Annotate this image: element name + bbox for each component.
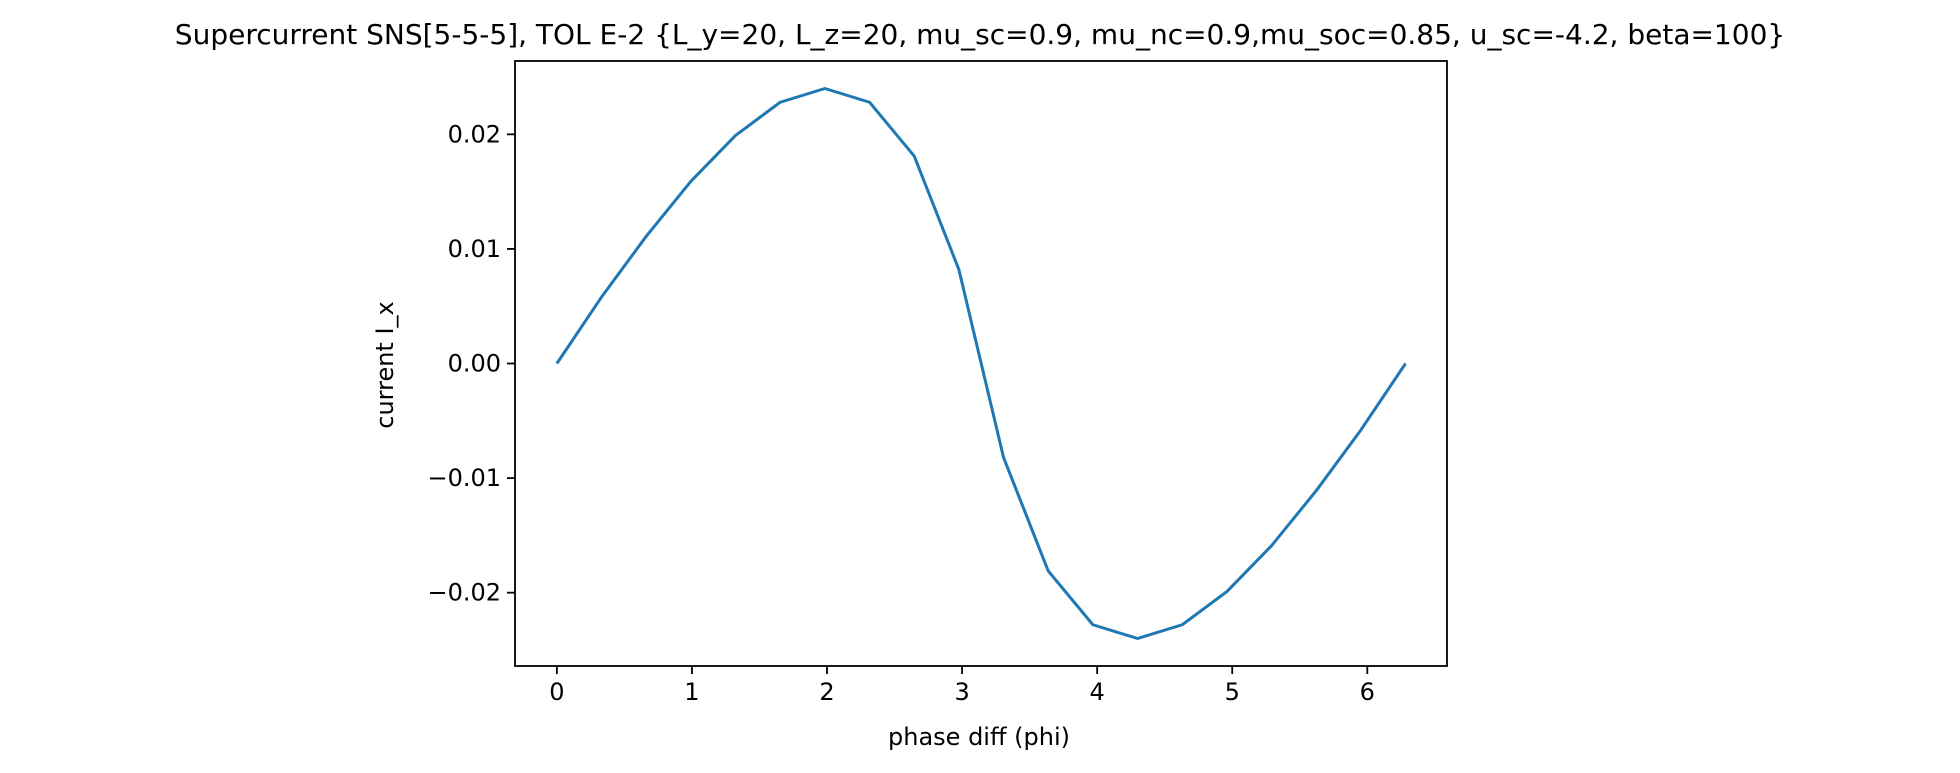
x-tick-label: 1 [684,678,699,706]
y-tick-label: −0.01 [427,464,501,492]
x-tick-label: 0 [549,678,564,706]
series-line-0 [555,87,1407,640]
x-tick-label: 4 [1090,678,1105,706]
y-tick-label: 0.00 [448,350,501,378]
x-tick-label: 6 [1360,678,1375,706]
y-tick-label: 0.02 [448,120,501,148]
x-tick-label: 5 [1225,678,1240,706]
x-axis-label: phase diff (phi) [888,723,1070,751]
y-tick-label: −0.02 [427,579,501,607]
x-axis-ticks: 0 1 2 3 4 5 6 [549,666,1375,706]
chart-title: Supercurrent SNS[5-5-5], TOL E-2 {L_y=20… [175,18,1785,51]
x-tick-label: 3 [954,678,969,706]
plot-area [514,60,1448,667]
y-tick-label: 0.01 [448,235,501,263]
y-axis-label: current I_x [371,301,399,429]
y-axis-ticks: 0.02 0.01 0.00 −0.01 −0.02 [427,120,515,607]
x-tick-label: 2 [819,678,834,706]
